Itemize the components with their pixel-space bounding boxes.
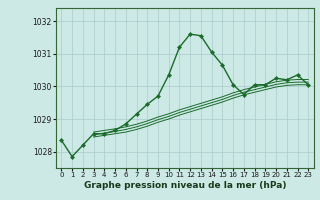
X-axis label: Graphe pression niveau de la mer (hPa): Graphe pression niveau de la mer (hPa): [84, 181, 286, 190]
